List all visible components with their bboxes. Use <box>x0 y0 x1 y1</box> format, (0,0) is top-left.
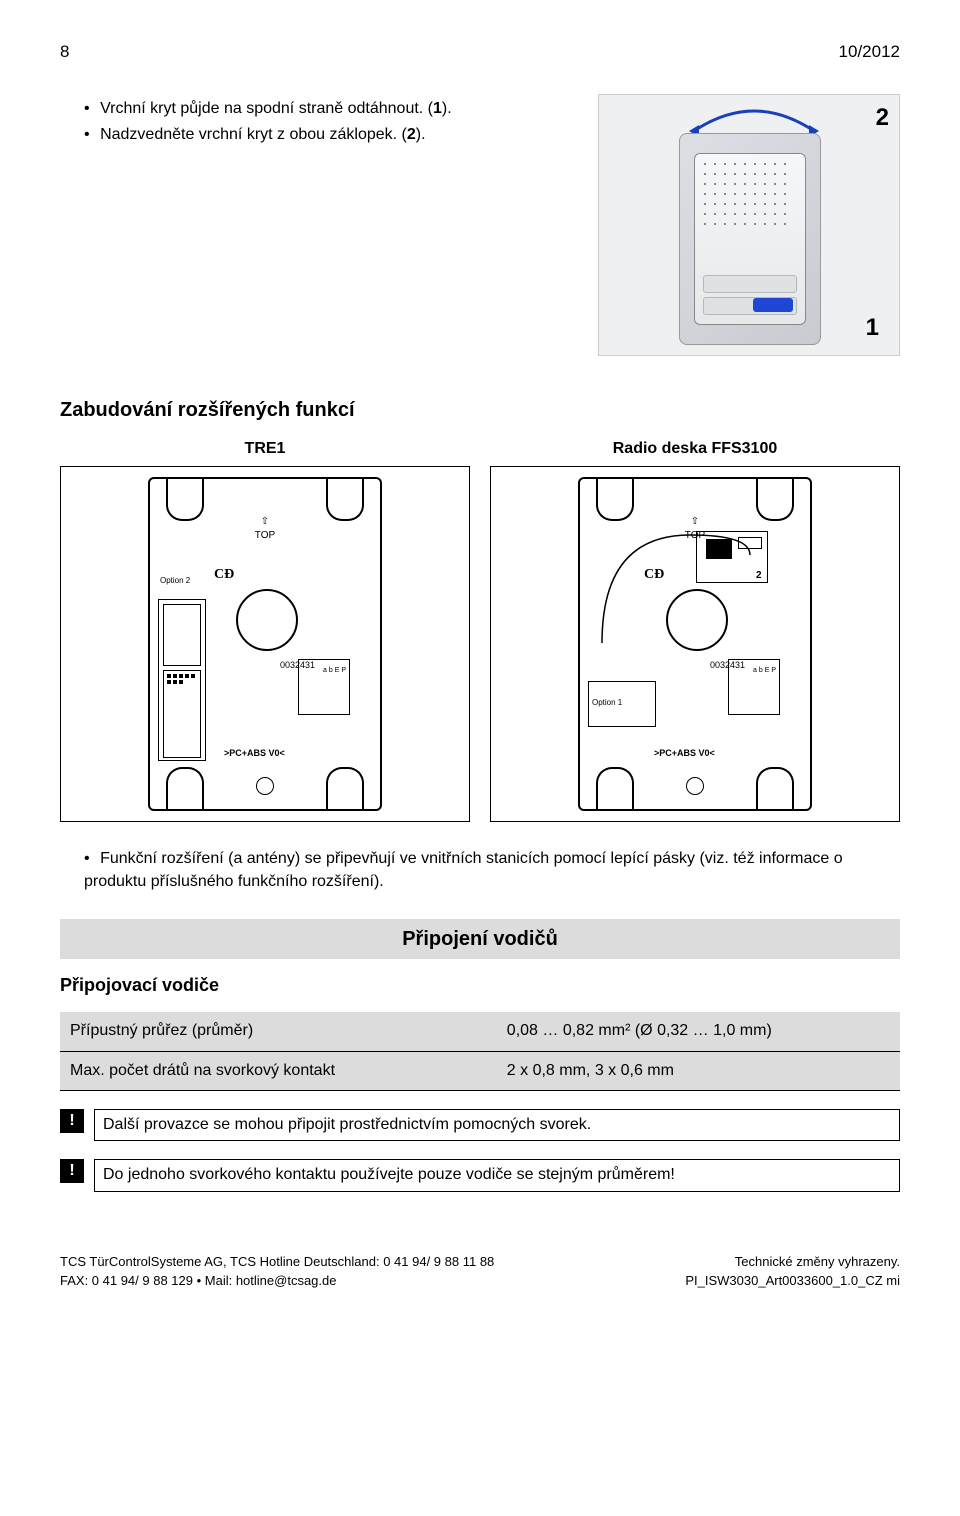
speaker-hole-icon <box>236 589 298 651</box>
wiring-heading-bar: Připojení vodičů <box>60 919 900 959</box>
radio-chip-icon <box>706 539 732 559</box>
device-button-blue <box>753 298 793 312</box>
tre1-module-icon <box>158 599 206 761</box>
diagram-label-tre1: TRE1 <box>60 438 470 466</box>
issue-date: 10/2012 <box>839 40 900 64</box>
spec-key-0: Přípustný průřez (průměr) <box>60 1012 497 1051</box>
rotation-arrow-icon <box>689 101 819 137</box>
pcb-tre1: ⇧TOP CƉ Option 2 0032431 a b E P >PC+ABS… <box>148 477 382 811</box>
diagram-row: TRE1 ⇧TOP CƉ Option 2 0032431 a b E P >P… <box>60 438 900 822</box>
screw-hole-icon-2 <box>686 777 704 795</box>
marker-2: 2 <box>876 101 889 135</box>
note-2: ! Do jednoho svorkového kontaktu používe… <box>60 1159 900 1191</box>
footer-right-1: Technické změny vyhrazeny. <box>685 1252 900 1272</box>
spec-val-1: 2 x 0,8 mm, 3 x 0,6 mm <box>497 1051 900 1090</box>
device-button-row-1 <box>703 275 797 293</box>
spec-key-1: Max. počet drátů na svorkový kontakt <box>60 1051 497 1090</box>
note-1: ! Další provazce se mohou připojit prost… <box>60 1109 900 1141</box>
ce-mark-icon: CƉ <box>214 565 234 585</box>
intro-line2-post: ). <box>416 126 426 143</box>
radio-marker-2: 2 <box>756 569 762 583</box>
wiring-subheading: Připojovací vodiče <box>60 973 900 998</box>
intro-line1-bold: 1 <box>433 100 442 117</box>
footer-left-2: FAX: 0 41 94/ 9 88 129 • Mail: hotline@t… <box>60 1271 494 1291</box>
marker-1: 1 <box>866 311 879 345</box>
diagram-col-tre1: TRE1 ⇧TOP CƉ Option 2 0032431 a b E P >P… <box>60 438 470 822</box>
note-2-text: Do jednoho svorkového kontaktu používejt… <box>94 1159 900 1191</box>
page-footer: TCS TürControlSysteme AG, TCS Hotline De… <box>60 1252 900 1291</box>
intro-text: • Vrchní kryt půjde na spodní straně odt… <box>60 94 568 151</box>
page-number: 8 <box>60 40 69 64</box>
exclamation-icon: ! <box>60 1109 84 1133</box>
device-illustration: 1 2 <box>598 94 900 356</box>
spec-val-0: 0,08 … 0,82 mm² (Ø 0,32 … 1,0 mm) <box>497 1012 900 1051</box>
intro-bullet-2: • Nadzvedněte vrchní kryt z obou záklope… <box>84 124 568 146</box>
page-header: 8 10/2012 <box>60 40 900 64</box>
connector-pins-2: a b E P <box>753 667 776 675</box>
footer-right: Technické změny vyhrazeny. PI_ISW3030_Ar… <box>685 1252 900 1291</box>
embed-bullet: • Funkční rozšíření (a antény) se připev… <box>60 848 900 893</box>
footer-left: TCS TürControlSysteme AG, TCS Hotline De… <box>60 1252 494 1291</box>
table-row: Max. počet drátů na svorkový kontakt 2 x… <box>60 1051 900 1090</box>
diagram-label-radio: Radio deska FFS3100 <box>490 438 900 466</box>
intro-row: • Vrchní kryt půjde na spodní straně odt… <box>60 94 900 356</box>
speaker-grille-icon <box>704 163 794 233</box>
intro-line1-pre: Vrchní kryt půjde na spodní straně odtáh… <box>100 100 433 117</box>
diagram-col-radio: Radio deska FFS3100 ⇧TOP CƉ 0032431 a b … <box>490 438 900 822</box>
pcb-radio: ⇧TOP CƉ 0032431 a b E P >PC+ABS V0< Opti… <box>578 477 812 811</box>
screw-hole-icon <box>256 777 274 795</box>
radio-connector-icon <box>738 537 762 549</box>
plastic-label: >PC+ABS V0< <box>224 747 285 760</box>
plastic-label-2: >PC+ABS V0< <box>654 747 715 760</box>
table-row: Přípustný průřez (průměr) 0,08 … 0,82 mm… <box>60 1012 900 1051</box>
footer-left-1: TCS TürControlSysteme AG, TCS Hotline De… <box>60 1252 494 1272</box>
wiring-specs-table: Přípustný průřez (průměr) 0,08 … 0,82 mm… <box>60 1012 900 1091</box>
embed-bullet-text: Funkční rozšíření (a antény) se připevňu… <box>84 850 843 889</box>
intro-line1-post: ). <box>442 100 452 117</box>
intro-line2-pre: Nadzvedněte vrchní kryt z obou záklopek.… <box>100 126 407 143</box>
option2-label: Option 2 <box>160 575 190 586</box>
page: 8 10/2012 • Vrchní kryt půjde na spodní … <box>0 0 960 1331</box>
note-1-text: Další provazce se mohou připojit prostře… <box>94 1109 900 1141</box>
footer-right-2: PI_ISW3030_Art0033600_1.0_CZ mi <box>685 1271 900 1291</box>
section-title-embed: Zabudování rozšířených funkcí <box>60 396 900 424</box>
exclamation-icon: ! <box>60 1159 84 1183</box>
option1-label: Option 1 <box>592 697 622 708</box>
top-arrow-icon: ⇧TOP <box>250 515 280 543</box>
connector-pins: a b E P <box>323 667 346 675</box>
intro-line2-bold: 2 <box>407 126 416 143</box>
intro-bullet-1: • Vrchní kryt půjde na spodní straně odt… <box>84 98 568 120</box>
